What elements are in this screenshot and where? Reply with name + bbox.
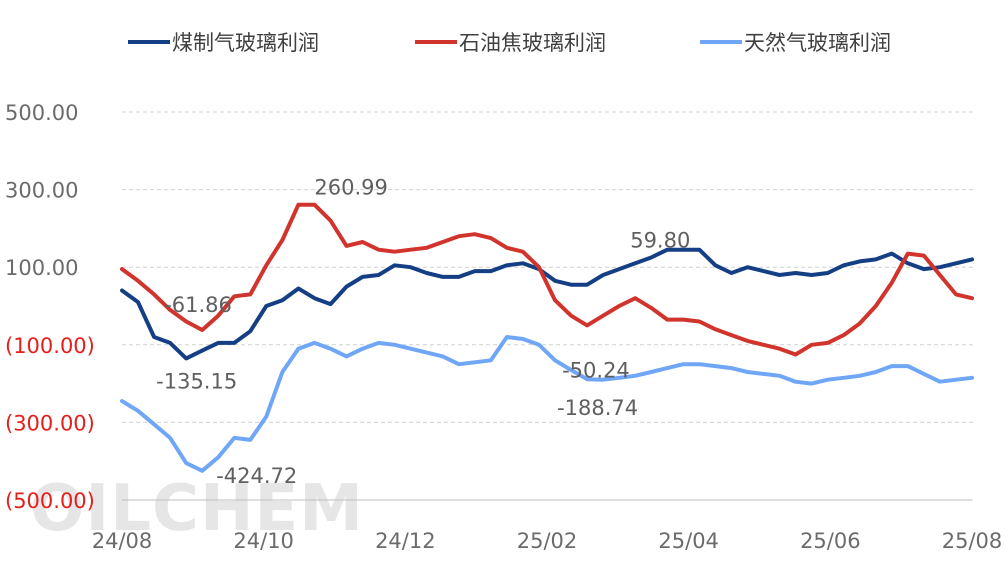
y-tick-label: (300.00) (5, 411, 95, 435)
legend-label: 石油焦玻璃利润 (459, 31, 606, 55)
x-tick-label: 25/06 (800, 529, 861, 553)
data-labels: 260.99 -61.86 -135.15 -424.72 59.80 -50.24 -18… (156, 176, 690, 488)
x-tick-label: 25/02 (517, 529, 578, 553)
y-tick-label: 300.00 (5, 179, 78, 203)
series-line-0 (120, 247, 974, 361)
legend-label: 煤制气玻璃利润 (172, 31, 319, 55)
data-label: -135.15 (156, 369, 237, 393)
data-label: -61.86 (164, 293, 232, 317)
series-line-2 (120, 335, 974, 473)
x-tick-label: 24/12 (375, 529, 436, 553)
data-label: -50.24 (562, 358, 630, 382)
series-line-1 (120, 202, 974, 357)
data-label: 260.99 (314, 176, 387, 200)
y-tick-label: (500.00) (5, 489, 95, 513)
y-axis-ticks: 500.00 300.00 100.00 (100.00) (300.00) (500.0… (5, 101, 95, 513)
series-lines (120, 202, 974, 473)
y-tick-label: 500.00 (5, 101, 78, 125)
x-tick-label: 24/08 (92, 529, 153, 553)
y-tick-label: 100.00 (5, 256, 78, 280)
x-tick-label: 25/04 (658, 529, 719, 553)
y-tick-label: (100.00) (5, 334, 95, 358)
legend: 煤制气玻璃利润 石油焦玻璃利润 天然气玻璃利润 (128, 31, 891, 55)
data-label: -424.72 (216, 464, 297, 488)
x-tick-label: 25/08 (942, 529, 1003, 553)
legend-label: 天然气玻璃利润 (744, 31, 891, 55)
data-label: -188.74 (557, 396, 638, 420)
x-axis-ticks: 24/08 24/10 24/12 25/02 25/04 25/06 25/08 (92, 529, 1003, 553)
x-tick-label: 24/10 (233, 529, 294, 553)
watermark-logo: OILCHEM (30, 472, 364, 546)
data-label: 59.80 (630, 228, 690, 252)
